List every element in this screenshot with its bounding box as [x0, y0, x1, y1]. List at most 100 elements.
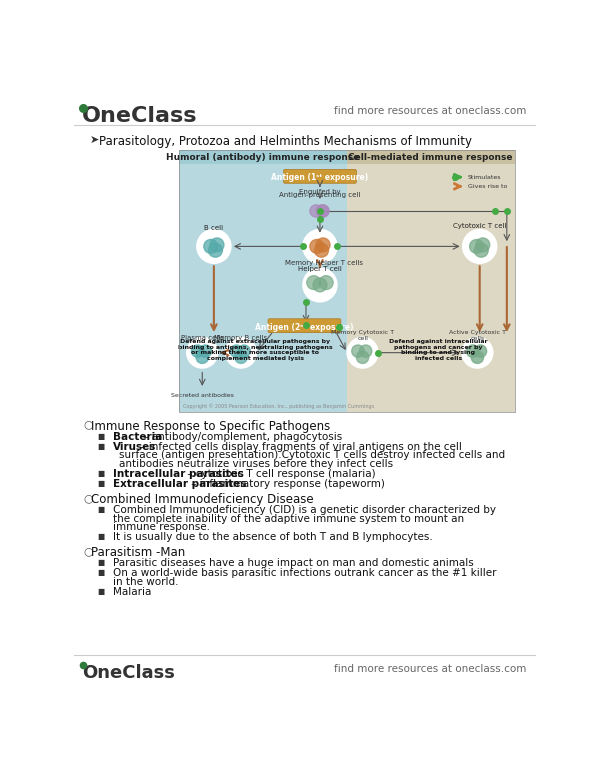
Circle shape: [316, 238, 330, 252]
Text: find more resources at oneclass.com: find more resources at oneclass.com: [334, 664, 526, 674]
Text: On a world-wide basis parasitic infections outrank cancer as the #1 killer: On a world-wide basis parasitic infectio…: [113, 568, 497, 578]
Text: Antigen (2ⁿᵈ exposure): Antigen (2ⁿᵈ exposure): [255, 323, 353, 332]
Circle shape: [303, 268, 337, 302]
Bar: [347, 150, 515, 164]
Circle shape: [317, 205, 329, 217]
Circle shape: [310, 239, 324, 253]
Bar: [179, 150, 347, 164]
Text: Memory Helper T cells: Memory Helper T cells: [285, 259, 363, 266]
Text: ○: ○: [84, 420, 93, 430]
Circle shape: [315, 243, 328, 257]
FancyBboxPatch shape: [268, 319, 341, 333]
Text: Antigen (1ˢᵗ exposure): Antigen (1ˢᵗ exposure): [271, 172, 368, 182]
Text: Gives rise to: Gives rise to: [468, 184, 508, 189]
Circle shape: [462, 337, 493, 368]
Text: ■: ■: [98, 558, 105, 567]
Text: Extracellular parasites: Extracellular parasites: [113, 479, 246, 489]
Text: ■: ■: [98, 442, 105, 451]
Circle shape: [476, 238, 490, 252]
Circle shape: [316, 205, 328, 217]
Text: OneClass: OneClass: [82, 106, 198, 126]
Circle shape: [359, 345, 372, 357]
Circle shape: [208, 243, 223, 257]
Bar: [179, 150, 515, 412]
Bar: [347, 150, 515, 412]
Text: Stimulates: Stimulates: [468, 175, 502, 179]
Circle shape: [466, 345, 479, 357]
Text: ■: ■: [98, 587, 105, 596]
Text: immune response.: immune response.: [113, 522, 210, 532]
Text: ○: ○: [84, 493, 93, 503]
Circle shape: [352, 345, 364, 357]
Text: Defend against extracellular pathogens by
binding to antigens, neutralizing path: Defend against extracellular pathogens b…: [178, 339, 333, 361]
Circle shape: [347, 337, 378, 368]
Text: Engulfed by: Engulfed by: [299, 189, 341, 196]
Circle shape: [197, 229, 231, 263]
Text: ■: ■: [98, 505, 105, 514]
Circle shape: [471, 351, 484, 363]
Circle shape: [187, 337, 218, 368]
Circle shape: [210, 238, 224, 252]
Text: ■: ■: [98, 568, 105, 578]
Text: the complete inability of the adaptive immune system to mount an: the complete inability of the adaptive i…: [113, 514, 464, 524]
Text: Active Cytotoxic T
cells: Active Cytotoxic T cells: [449, 330, 506, 341]
Text: Cytotoxic T cell: Cytotoxic T cell: [453, 223, 506, 229]
Text: ■: ■: [98, 469, 105, 478]
Text: – cytotoxic T cell response (malaria): – cytotoxic T cell response (malaria): [184, 469, 376, 479]
Text: ■: ■: [98, 532, 105, 541]
Text: ■: ■: [98, 432, 105, 441]
Text: find more resources at oneclass.com: find more resources at oneclass.com: [334, 106, 526, 116]
Circle shape: [235, 351, 247, 363]
Text: Malaria: Malaria: [113, 587, 152, 597]
Text: Defend against intracellular
pathogens and cancer by
binding to and lysing
infec: Defend against intracellular pathogens a…: [389, 339, 488, 361]
Text: – antibody/complement, phagocytosis: – antibody/complement, phagocytosis: [140, 432, 343, 442]
Text: Memory B cells: Memory B cells: [214, 335, 268, 341]
Text: antibodies neutralize viruses before they infect cells: antibodies neutralize viruses before the…: [118, 459, 393, 469]
Text: – inflammatory response (tapeworm): – inflammatory response (tapeworm): [188, 479, 385, 489]
Text: Plasma cells: Plasma cells: [181, 335, 224, 341]
Circle shape: [474, 345, 487, 357]
Text: ➤: ➤: [90, 135, 99, 145]
Text: Immune Response to Specific Pathogens: Immune Response to Specific Pathogens: [92, 420, 331, 433]
Text: Intracellular parasites: Intracellular parasites: [113, 469, 244, 479]
Text: Memory Cytotoxic T
cell: Memory Cytotoxic T cell: [331, 330, 394, 341]
Circle shape: [204, 239, 218, 253]
Text: Combined Immunodeficiency Disease: Combined Immunodeficiency Disease: [92, 493, 314, 506]
Circle shape: [469, 239, 484, 253]
Bar: [179, 150, 347, 412]
Circle shape: [474, 243, 488, 257]
Circle shape: [226, 337, 256, 368]
Circle shape: [303, 229, 337, 263]
Text: Copyright © 2005 Pearson Education, Inc., publishing as Benjamin Cummings: Copyright © 2005 Pearson Education, Inc.…: [183, 403, 374, 409]
Circle shape: [313, 278, 327, 292]
Text: surface (antigen presentation).Cytotoxic T cells destroy infected cells and: surface (antigen presentation).Cytotoxic…: [118, 450, 505, 460]
Text: Secreted antibodies: Secreted antibodies: [171, 393, 234, 397]
Circle shape: [230, 345, 243, 357]
Text: Parasitic diseases have a huge impact on man and domestic animals: Parasitic diseases have a huge impact on…: [113, 558, 474, 568]
Circle shape: [307, 276, 321, 290]
Circle shape: [463, 229, 497, 263]
Circle shape: [356, 351, 369, 363]
Circle shape: [238, 345, 250, 357]
Circle shape: [310, 205, 322, 217]
Text: Humoral (antibody) immune response: Humoral (antibody) immune response: [166, 152, 359, 162]
FancyBboxPatch shape: [283, 169, 356, 183]
Text: Parasitism -Man: Parasitism -Man: [92, 546, 186, 559]
Text: Helper T cell: Helper T cell: [298, 266, 342, 273]
Text: Bacteria: Bacteria: [113, 432, 162, 442]
Text: Combined Immunodeficiency (CID) is a genetic disorder characterized by: Combined Immunodeficiency (CID) is a gen…: [113, 505, 496, 515]
Text: Cell-mediated immune response: Cell-mediated immune response: [349, 152, 513, 162]
Circle shape: [196, 351, 208, 363]
Text: Antigen-presenting cell: Antigen-presenting cell: [279, 192, 361, 198]
Text: ■: ■: [98, 479, 105, 488]
Text: in the world.: in the world.: [113, 577, 178, 587]
Text: Parasitology, Protozoa and Helminths Mechanisms of Immunity: Parasitology, Protozoa and Helminths Mec…: [99, 135, 472, 148]
Circle shape: [199, 345, 212, 357]
Text: ○: ○: [84, 546, 93, 556]
Text: Viruses: Viruses: [113, 442, 156, 452]
Text: OneClass: OneClass: [82, 664, 175, 681]
Text: It is usually due to the absence of both T and B lymphocytes.: It is usually due to the absence of both…: [113, 532, 433, 542]
Circle shape: [192, 345, 204, 357]
Circle shape: [319, 276, 333, 290]
Text: B cell: B cell: [204, 225, 224, 231]
